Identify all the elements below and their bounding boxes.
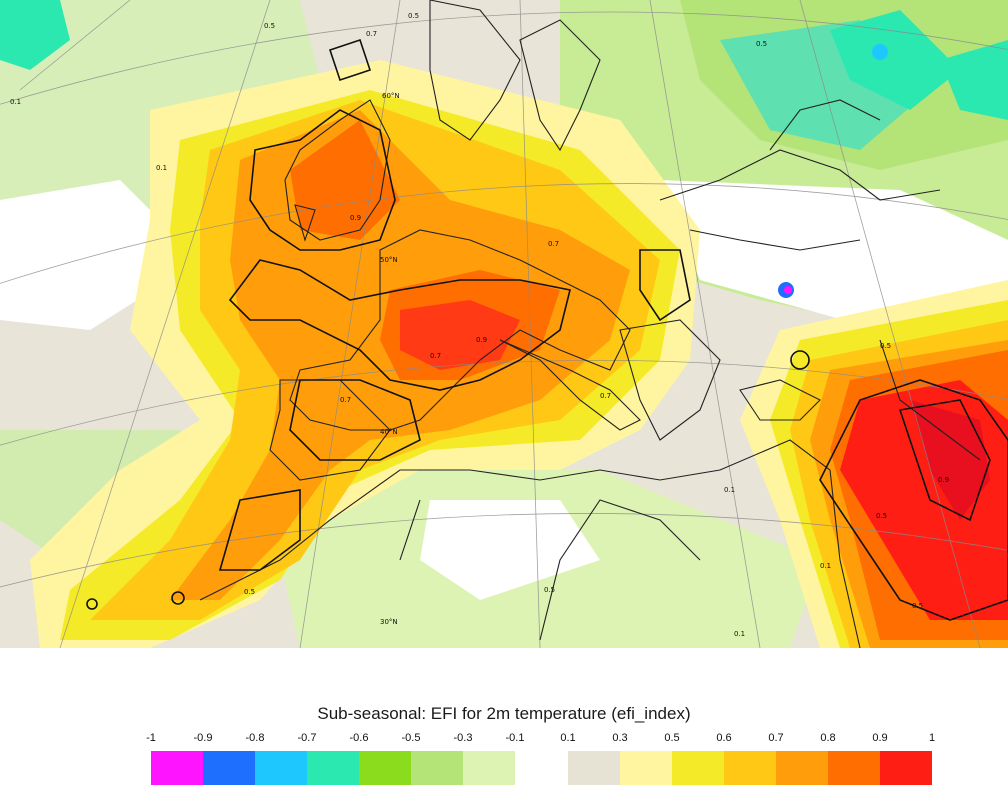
contour-label: 0.7 <box>600 392 611 400</box>
legend-tick: 0.1 <box>560 732 576 744</box>
contour-label: 0.1 <box>724 486 735 494</box>
legend-tick: 0.8 <box>820 732 836 744</box>
legend-tick: -0.1 <box>505 732 525 744</box>
legend-swatch <box>463 751 515 785</box>
contour-label: 0.1 <box>156 164 167 172</box>
color-legend: Sub-seasonal: EFI for 2m temperature (ef… <box>0 648 1008 806</box>
legend-tick: 1 <box>928 732 936 744</box>
legend-tick: 0.7 <box>768 732 784 744</box>
contour-label: 0.5 <box>408 12 419 20</box>
latitude-label: 50°N <box>380 256 398 264</box>
contour-label: 0.7 <box>366 30 377 38</box>
legend-swatch <box>672 751 724 785</box>
contour-label: 0.5 <box>544 586 555 594</box>
legend-title: Sub-seasonal: EFI for 2m temperature (ef… <box>317 704 691 723</box>
efi-map: 0.5 0.7 0.5 0.9 0.7 0.9 0.1 0.5 0.9 0.1 … <box>0 0 1008 648</box>
contour-label: 0.5 <box>756 40 767 48</box>
contour-label: 0.1 <box>734 630 745 638</box>
contour-label: 0.5 <box>912 602 923 610</box>
legend-tick: 0.5 <box>664 732 680 744</box>
legend-swatch <box>776 751 828 785</box>
contour-label: 0.5 <box>244 588 255 596</box>
legend-swatch <box>724 751 776 785</box>
contour-label: 0.5 <box>264 22 275 30</box>
latitude-label: 60°N <box>382 92 400 100</box>
legend-tick: 0.3 <box>612 732 628 744</box>
legend-tick: -0.6 <box>349 732 369 744</box>
legend-swatch <box>255 751 307 785</box>
contour-label: 0.7 <box>430 352 441 360</box>
legend-tick: 0.9 <box>872 732 888 744</box>
contour-label: 0.1 <box>10 98 21 106</box>
contour-label: 0.5 <box>880 342 891 350</box>
legend-swatch <box>151 751 203 785</box>
legend-tick: -0.9 <box>193 732 213 744</box>
latitude-label: 30°N <box>380 618 398 626</box>
legend-swatch <box>411 751 463 785</box>
legend-tick: -0.3 <box>453 732 473 744</box>
latitude-label: 40°N <box>380 428 398 436</box>
legend-swatch <box>620 751 672 785</box>
legend-swatch <box>568 751 620 785</box>
contour-label: 0.1 <box>820 562 831 570</box>
legend-swatch <box>359 751 411 785</box>
legend-tick: -0.8 <box>245 732 265 744</box>
contour-label: 0.7 <box>340 396 351 404</box>
legend-tick: 0.6 <box>716 732 732 744</box>
contour-label: 0.7 <box>548 240 559 248</box>
legend-swatch <box>203 751 255 785</box>
contour-label: 0.9 <box>350 214 361 222</box>
legend-swatch <box>828 751 880 785</box>
contour-label: 0.5 <box>876 512 887 520</box>
legend-tick: -0.5 <box>401 732 421 744</box>
contour-label: 0.9 <box>938 476 949 484</box>
legend-swatch <box>880 751 932 785</box>
legend-tick: -0.7 <box>297 732 317 744</box>
legend-tick: -1 <box>146 732 156 744</box>
contour-label: 0.9 <box>476 336 487 344</box>
legend-swatch <box>307 751 359 785</box>
